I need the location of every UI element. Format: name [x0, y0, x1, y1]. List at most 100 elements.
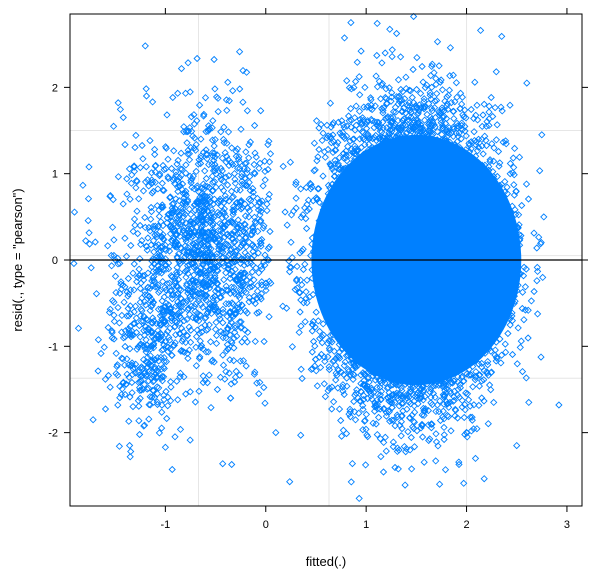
data-point [236, 164, 244, 173]
data-point [229, 87, 237, 95]
data-point [465, 148, 474, 156]
data-point [242, 276, 251, 284]
data-point [139, 341, 148, 350]
data-point [110, 298, 118, 306]
data-point [380, 405, 388, 413]
data-point [332, 279, 340, 287]
data-point [149, 298, 158, 306]
data-point [225, 321, 233, 330]
data-point [377, 387, 386, 396]
data-point [155, 429, 164, 437]
data-point [480, 304, 488, 312]
data-point [158, 297, 166, 305]
data-point [400, 104, 408, 112]
data-point [418, 139, 426, 147]
data-point [476, 188, 484, 196]
data-point [253, 309, 261, 317]
data-point [227, 283, 236, 291]
data-point [225, 172, 233, 180]
data-point [448, 149, 456, 157]
data-point [455, 341, 464, 349]
data-point [468, 199, 477, 208]
data-point [480, 376, 488, 384]
data-point [416, 89, 425, 98]
data-point [158, 233, 166, 242]
data-point [485, 162, 493, 171]
data-point [126, 345, 134, 353]
data-point [205, 251, 214, 259]
data-point [111, 272, 120, 280]
data-point [243, 107, 252, 115]
data-point [420, 116, 429, 124]
data-point [378, 149, 386, 157]
data-point [171, 339, 179, 347]
data-point [471, 357, 479, 365]
data-point [458, 396, 466, 405]
data-point [202, 146, 210, 154]
data-point [239, 281, 247, 289]
data-point [330, 167, 338, 176]
data-point [148, 176, 156, 184]
data-point [125, 417, 133, 425]
data-point [312, 355, 320, 363]
data-point [498, 32, 506, 41]
data-point [382, 369, 390, 377]
data-point [474, 236, 483, 244]
data-point [400, 115, 408, 123]
data-point [323, 121, 331, 129]
data-point [379, 156, 387, 165]
data-point [217, 128, 225, 136]
data-point [327, 233, 335, 241]
data-point [297, 213, 305, 222]
data-point [394, 394, 402, 403]
data-point [345, 296, 353, 305]
data-point [233, 304, 241, 312]
data-point [257, 239, 265, 247]
data-point [522, 180, 531, 188]
data-point [157, 218, 165, 226]
data-point [479, 226, 488, 235]
data-point [74, 324, 83, 332]
data-point [328, 275, 337, 283]
data-point [475, 382, 484, 390]
data-point [346, 182, 355, 190]
data-point [504, 329, 512, 338]
data-point [479, 150, 487, 158]
data-point [502, 263, 510, 271]
data-point [143, 385, 151, 393]
data-point [402, 445, 411, 453]
data-point [413, 53, 421, 62]
data-point [137, 240, 145, 249]
data-point [479, 111, 487, 119]
data-point [186, 388, 194, 396]
data-point [262, 279, 270, 287]
data-point [482, 327, 490, 336]
data-point [132, 176, 141, 185]
data-point [232, 152, 240, 160]
data-point [498, 276, 506, 284]
data-point [181, 198, 190, 207]
data-point [334, 138, 342, 147]
data-point [361, 416, 369, 425]
data-point [171, 433, 179, 441]
data-point [478, 377, 486, 385]
data-point [332, 243, 340, 252]
data-point [319, 320, 327, 328]
data-point [438, 125, 447, 133]
data-point [286, 478, 294, 486]
data-point [476, 334, 485, 342]
data-point [493, 245, 502, 254]
data-point [337, 232, 346, 240]
data-point [329, 270, 337, 278]
data-point [185, 205, 194, 213]
data-point [263, 200, 271, 208]
data-point [464, 396, 473, 404]
data-point [375, 122, 383, 131]
data-point [504, 244, 512, 252]
data-point [373, 383, 381, 392]
data-point [160, 391, 168, 399]
data-point [426, 364, 434, 372]
data-point [511, 225, 519, 233]
data-point [378, 59, 386, 67]
data-point [256, 159, 264, 167]
